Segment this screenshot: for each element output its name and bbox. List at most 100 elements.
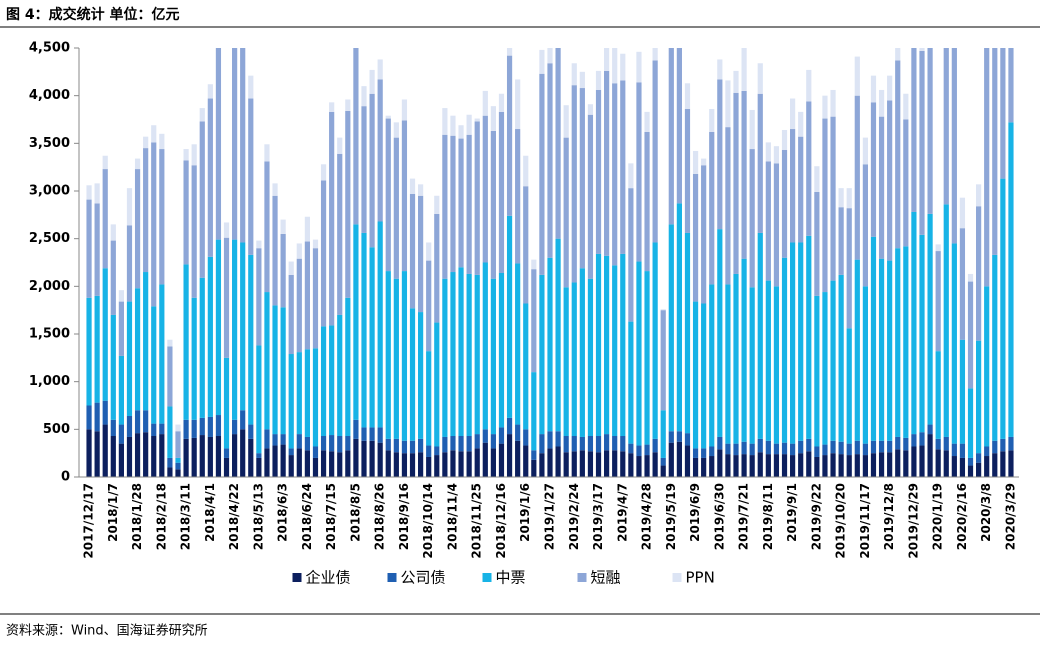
bar-segment xyxy=(976,184,982,207)
bar-segment xyxy=(911,434,917,447)
x-tick-label: 2018/11/4 xyxy=(445,483,459,550)
bar-segment xyxy=(409,308,416,441)
bar-segment xyxy=(709,456,715,477)
bar-segment xyxy=(329,111,335,326)
legend-swatch xyxy=(482,573,492,582)
bar-segment xyxy=(515,440,521,477)
bar-segment xyxy=(329,435,335,452)
bar-segment xyxy=(523,429,529,446)
bar-segment xyxy=(296,434,302,449)
bar-segment xyxy=(353,224,359,420)
bar-segment xyxy=(288,261,294,275)
bar-segment xyxy=(474,118,480,122)
bar-segment xyxy=(895,248,901,437)
legend-label: PPN xyxy=(686,569,715,587)
bar-segment xyxy=(385,118,391,272)
bar-segment xyxy=(385,115,391,119)
bar-segment xyxy=(167,467,173,477)
x-tick-label: 2018/5/13 xyxy=(251,483,265,550)
bar-segment xyxy=(337,436,343,453)
bar-segment xyxy=(725,284,731,444)
bar-segment xyxy=(943,450,949,477)
bar-segment xyxy=(102,424,108,477)
bar-segment xyxy=(539,434,545,454)
bar-segment xyxy=(595,89,602,254)
bar-segment xyxy=(967,465,974,477)
bar-segment xyxy=(337,153,343,315)
bar-segment xyxy=(919,445,925,477)
bar-segment xyxy=(207,416,213,437)
bar-segment xyxy=(159,133,165,150)
bar-segment xyxy=(159,423,165,435)
x-tick-label: 2017/12/17 xyxy=(82,483,96,559)
y-tick-label: 1,000 xyxy=(29,374,70,389)
bar-segment xyxy=(660,465,666,477)
bar-segment xyxy=(684,232,691,434)
bar-segment xyxy=(838,274,844,442)
bar-segment xyxy=(604,70,610,256)
bar-segment xyxy=(426,445,432,457)
bar-segment xyxy=(814,166,820,192)
bar-segment xyxy=(418,452,424,477)
bar-segment xyxy=(992,453,998,477)
bar-segment xyxy=(1008,48,1014,123)
bar-segment xyxy=(814,446,820,457)
bar-segment xyxy=(652,438,658,453)
x-tick-label: 2018/2/18 xyxy=(154,483,168,550)
bar-segment xyxy=(595,70,602,90)
bar-segment xyxy=(167,406,173,458)
bar-segment xyxy=(207,98,213,257)
bar-segment xyxy=(604,434,610,451)
bar-segment xyxy=(426,456,432,477)
bar-segment xyxy=(749,149,755,288)
bar-segment xyxy=(264,292,270,430)
bar-segment xyxy=(215,239,222,416)
bar-segment xyxy=(280,233,286,308)
bar-segment xyxy=(571,282,577,437)
bar-segment xyxy=(329,102,335,112)
bar-segment xyxy=(207,256,213,417)
bar-segment xyxy=(701,457,707,477)
bar-segment xyxy=(571,451,577,477)
bar-segment xyxy=(652,48,658,61)
bar-segment xyxy=(102,169,108,269)
bar-segment xyxy=(878,89,885,117)
bar-segment xyxy=(304,450,310,477)
bar-segment xyxy=(822,444,828,456)
bar-segment xyxy=(903,450,909,477)
bar-segment xyxy=(781,150,788,258)
bar-segment xyxy=(458,125,464,139)
bar-segment xyxy=(563,137,569,288)
bar-segment xyxy=(401,453,408,477)
x-tick-label: 2019/9/22 xyxy=(809,483,823,550)
bar-segment xyxy=(248,438,254,477)
bar-segment xyxy=(288,455,294,477)
bar-segment xyxy=(644,455,650,477)
bar-segment xyxy=(668,431,674,443)
bar-segment xyxy=(223,237,230,358)
bar-segment xyxy=(660,457,666,466)
bar-segment xyxy=(636,456,642,477)
bar-segment xyxy=(765,161,771,281)
bar-segment xyxy=(976,340,982,454)
bar-segment xyxy=(814,295,820,447)
bar-segment xyxy=(967,281,974,389)
bar-segment xyxy=(183,149,189,161)
bar-segment xyxy=(393,438,399,453)
bar-segment xyxy=(207,84,213,99)
bar-segment xyxy=(361,232,367,428)
bar-segment xyxy=(652,242,658,439)
bar-segment xyxy=(595,436,602,453)
bar-segment xyxy=(264,429,270,449)
bar-segment xyxy=(765,142,771,162)
bar-segment xyxy=(976,462,982,477)
y-tick-label: 4,000 xyxy=(29,88,70,103)
bar-segment xyxy=(151,306,157,424)
bar-segment xyxy=(773,286,780,444)
bar-segment xyxy=(741,48,747,91)
bar-segment xyxy=(539,73,545,275)
bar-segment xyxy=(539,453,545,477)
bar-segment xyxy=(329,451,335,477)
bar-segment xyxy=(773,454,780,477)
x-tick-label: 2019/7/21 xyxy=(737,483,751,550)
